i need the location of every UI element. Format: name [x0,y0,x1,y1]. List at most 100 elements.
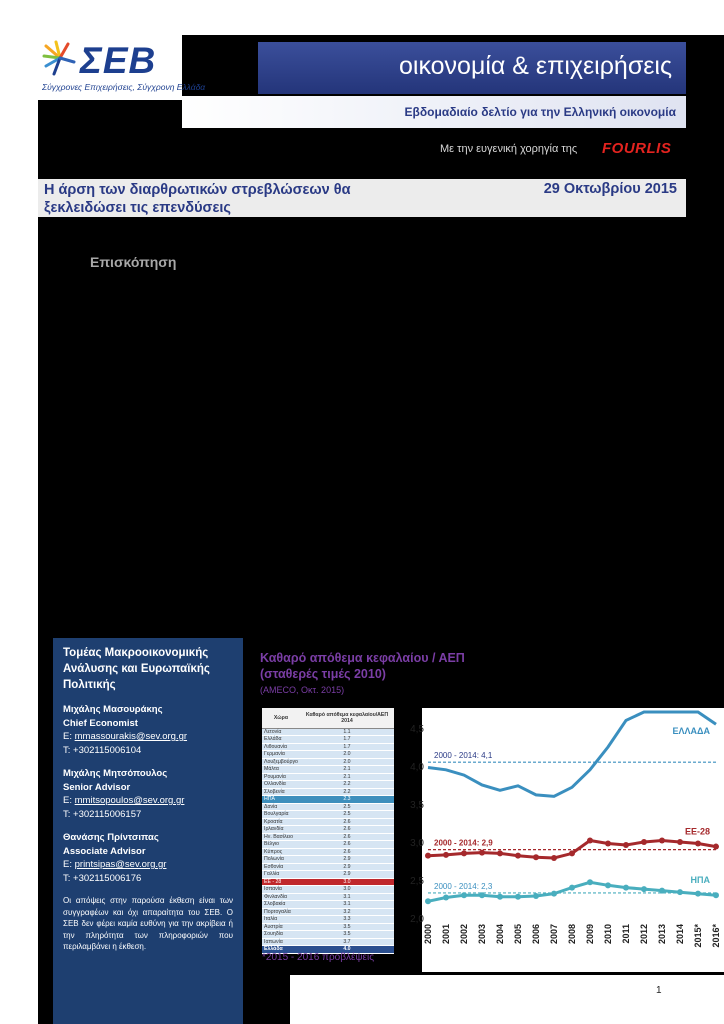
x-tick-label: 2005 [513,924,523,944]
y-tick-label: 3,0 [410,838,424,849]
table-cell-value: 2.6 [299,840,394,849]
email-label: E: [63,859,72,870]
forecast-note: *2015 - 2016 προβλέψεις [262,952,375,963]
table-row: Βέλγιο 2.6 [262,840,394,849]
table-header-country: Χώρα [262,708,300,729]
table-row: Σουηδία 3.5 [262,930,394,939]
table-row: Δανία 2.5 [262,803,394,811]
table-cell-country: Λουξεμβούργο [262,758,300,766]
series-point [677,889,683,896]
average-label: 2000 - 2014: 2,3 [434,882,493,891]
series-point [587,837,593,844]
table-cell-value: 2.0 [299,750,394,759]
table-cell-country: Λετονία [262,728,300,736]
table-cell-value: 2.2 [299,788,394,796]
page-number: 1 [656,985,662,996]
table-cell-value: 1.1 [299,728,394,736]
capital-stock-line-chart: 2,0 2,5 3,0 3,5 4,0 4,5 2000 2001 2002 2003 2004 20… [410,708,724,972]
x-tick-label: 2011 [621,924,631,944]
table-row: ΕΕ - 28 3.0 [262,878,394,886]
table-row: Ελλάδα 4.0 [262,945,394,954]
table-cell-value: 2.6 [299,833,394,841]
table-cell-country: Γαλλία [262,870,300,879]
disclaimer-text: Οι απόψεις στην παρούσα έκθεση είναι των… [63,896,233,951]
series-point [461,850,467,857]
email-label: E: [63,731,72,742]
x-tick-label: 2013 [657,924,667,944]
table-cell-country: Ιταλία [262,915,300,924]
table-cell-value: 2.6 [299,818,394,826]
contact-card: Μιχάλης Μητσόπουλος Senior Advisor E: mm… [63,767,233,821]
x-tick-label: 2014 [675,924,685,944]
table-row: Ελλάδα 1.7 [262,735,394,744]
article-date: 29 Οκτωβρίου 2015 [543,181,677,197]
table-cell-country: Δανία [262,803,300,811]
overview-heading: Επισκόπηση [90,254,177,270]
table-cell-value: 3.7 [299,938,394,946]
series-point [659,887,665,894]
table-cell-country: Λιθουανία [262,743,300,751]
table-row: Ιταλία 3.3 [262,915,394,924]
email-link[interactable]: mmassourakis@sev.org.gr [74,731,188,742]
contact-name: Μιχάλης Μασουράκης [63,704,163,715]
table-cell-value: 2.1 [299,765,394,774]
x-tick-label: 2006 [531,924,541,944]
series-point [623,884,629,891]
table-cell-value: 1.7 [299,735,394,744]
table-cell-value: 2.3 [299,795,394,804]
series-point [713,892,719,899]
table-cell-country: Ην. Βασίλειο [262,833,300,841]
table-cell-country: Σλοβακία [262,900,300,909]
capital-stock-table: Χώρα Καθαρό απόθεμα κεφαλαίου/ΑΕΠ 2014 Λ… [262,708,394,954]
table-cell-country: Πορτογαλία [262,908,300,916]
table-cell-country: Σουηδία [262,930,300,939]
table-cell-country: Ιαπωνία [262,938,300,946]
table-cell-country: Ρουμανία [262,773,300,781]
table-cell-country: Ελλάδα [262,735,300,744]
table-row: Ολλανδία 2.2 [262,780,394,789]
table-row: Ρουμανία 2.1 [262,773,394,781]
table-cell-country: Φινλανδία [262,893,300,901]
series-point [425,898,431,905]
series-label: ΕΛΛΑΔΑ [673,726,711,736]
x-tick-label: 2010 [603,924,613,944]
series-point [569,850,575,857]
average-label: 2000 - 2014: 2,9 [434,839,493,848]
x-tick-label: 2007 [549,924,559,944]
x-tick-label: 2004 [495,924,505,944]
x-tick-label: 2008 [567,924,577,944]
table-cell-value: 1.7 [299,743,394,751]
contact-phone: T: +302115006176 [63,872,142,884]
table-row: Ιρλανδία 2.6 [262,825,394,834]
table-row: Αυστρία 3.5 [262,923,394,931]
table-cell-value: 3.1 [299,893,394,901]
table-cell-value: 2.9 [299,863,394,871]
table-row: Πορτογαλία 3.2 [262,908,394,916]
series-point [605,840,611,847]
table-row: Φινλανδία 3.1 [262,893,394,901]
y-tick-label: 4,5 [410,724,424,735]
series-point [479,849,485,856]
table-row: Γερμανία 2.0 [262,750,394,759]
table-cell-country: Κροατία [262,818,300,826]
series-point [605,882,611,889]
email-link[interactable]: mmitsopoulos@sev.org.gr [74,795,185,806]
logo-tagline: Σύγχρονες Επιχειρήσεις, Σύγχρονη Ελλάδα [42,82,206,92]
table-cell-country: ΕΕ - 28 [262,878,300,886]
series-point [443,894,449,901]
table-cell-value: 2.6 [299,848,394,856]
x-tick-label: 2000 [423,924,433,944]
table-row: Ιαπωνία 3.7 [262,938,394,946]
subtitle-bar: Εβδομαδιαίο δελτίο για την Ελληνική οικο… [182,96,686,128]
table-cell-value: 2.5 [299,810,394,819]
contact-role: Senior Advisor [63,781,131,793]
y-tick-label: 2,0 [410,914,424,925]
email-link[interactable]: printsipas@sev.org.gr [74,859,167,870]
table-cell-country: Ολλανδία [262,780,300,789]
series-point [623,842,629,849]
x-tick-label: 2015* [693,924,703,948]
table-cell-country: Βέλγιο [262,840,300,849]
table-row: Σλοβακία 3.1 [262,900,394,909]
series-point [425,852,431,859]
series-point [569,884,575,891]
